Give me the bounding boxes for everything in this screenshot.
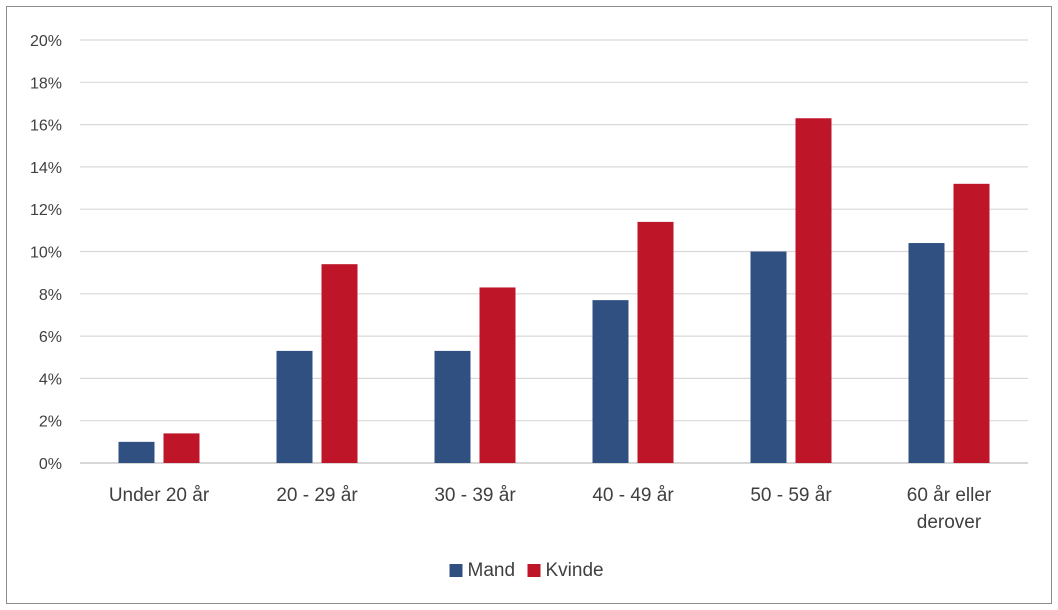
y-axis-tick-labels: 0% 2% 4% 6% 8% 10% 12% 14% 16% 18% 20%	[30, 33, 62, 473]
y-tick-label: 2%	[39, 414, 62, 431]
y-tick-label: 20%	[30, 33, 62, 50]
bar-mand-50-59-r	[750, 251, 787, 463]
x-category-label: 30 - 39 år	[434, 485, 516, 506]
legend-swatch-kvinde	[527, 564, 541, 577]
y-tick-label: 0%	[39, 456, 62, 473]
x-category-label: 50 - 59 år	[750, 485, 832, 506]
legend-label-mand: Mand	[468, 560, 516, 581]
bar-mand-20-29-r	[276, 350, 313, 463]
x-axis-category-labels: Under 20 år 20 - 29 år 30 - 39 år 40 - 49 å…	[109, 485, 992, 533]
x-category-label: Under 20 år	[109, 485, 210, 506]
y-tick-label: 4%	[39, 371, 62, 388]
y-tick-label: 18%	[30, 75, 62, 92]
bar-kvinde-under-20-r	[163, 433, 200, 463]
y-tick-label: 10%	[30, 245, 62, 262]
y-tick-label: 16%	[30, 118, 62, 135]
bar-kvinde-60-r-eller-derover	[953, 183, 990, 463]
bar-mand-40-49-r	[592, 300, 629, 463]
legend: Mand Kvinde	[449, 560, 604, 581]
x-category-label: 40 - 49 år	[592, 485, 674, 506]
y-tick-label: 14%	[30, 160, 62, 177]
chart-frame	[6, 6, 1052, 604]
legend-swatch-mand	[449, 564, 463, 577]
bar-mand-under-20-r	[118, 441, 155, 463]
bar-kvinde-20-29-r	[321, 264, 358, 463]
bar-kvinde-50-59-r	[795, 118, 832, 463]
y-tick-label: 8%	[39, 287, 62, 304]
y-tick-label: 12%	[30, 202, 62, 219]
x-category-label: 20 - 29 år	[276, 485, 358, 506]
bar-kvinde-40-49-r	[637, 221, 674, 463]
bar-mand-60-r-eller-derover	[908, 243, 945, 463]
legend-label-kvinde: Kvinde	[546, 560, 604, 581]
bars	[118, 118, 990, 463]
bar-mand-30-39-r	[434, 350, 471, 463]
x-category-label: 60 år eller derover	[907, 485, 992, 533]
gridlines	[80, 39, 1028, 464]
y-tick-label: 6%	[39, 329, 62, 346]
bar-kvinde-30-39-r	[479, 287, 516, 463]
